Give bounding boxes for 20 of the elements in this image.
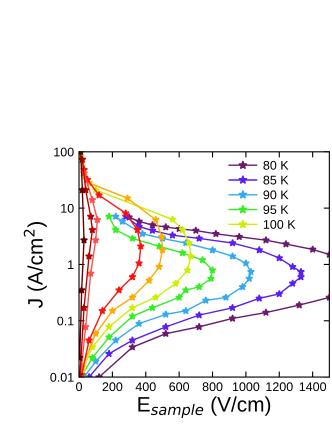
x-tick-label: 0 <box>76 382 82 392</box>
y-tick-label: 1 <box>68 260 74 269</box>
x-tick-label: 1400 <box>300 382 326 392</box>
x-tick-label: 600 <box>169 382 190 392</box>
x-tick-label: 200 <box>102 382 122 392</box>
legend-label: 100 K <box>264 220 296 229</box>
y-tick-label: 0.01 <box>50 372 74 382</box>
y-tick-label: 0.1 <box>57 316 74 326</box>
x-tick-label: 400 <box>136 382 156 392</box>
x-axis-title: E$_{sample}$ (V/cm) <box>138 396 270 418</box>
x-tick-label: 1200 <box>266 382 293 392</box>
y-axis-title: J (A/cm$^{2}$) <box>24 222 47 308</box>
legend-label: 80 K <box>263 160 288 170</box>
x-tick-label: 800 <box>202 382 222 392</box>
y-tick-label: 100 <box>54 148 74 156</box>
legend-label: 85 K <box>263 176 288 184</box>
legend-label: 95 K <box>263 205 288 214</box>
legend-label: 90 K <box>263 190 288 200</box>
x-tick-label: 1000 <box>232 382 260 392</box>
y-tick-label: 10 <box>61 204 74 213</box>
